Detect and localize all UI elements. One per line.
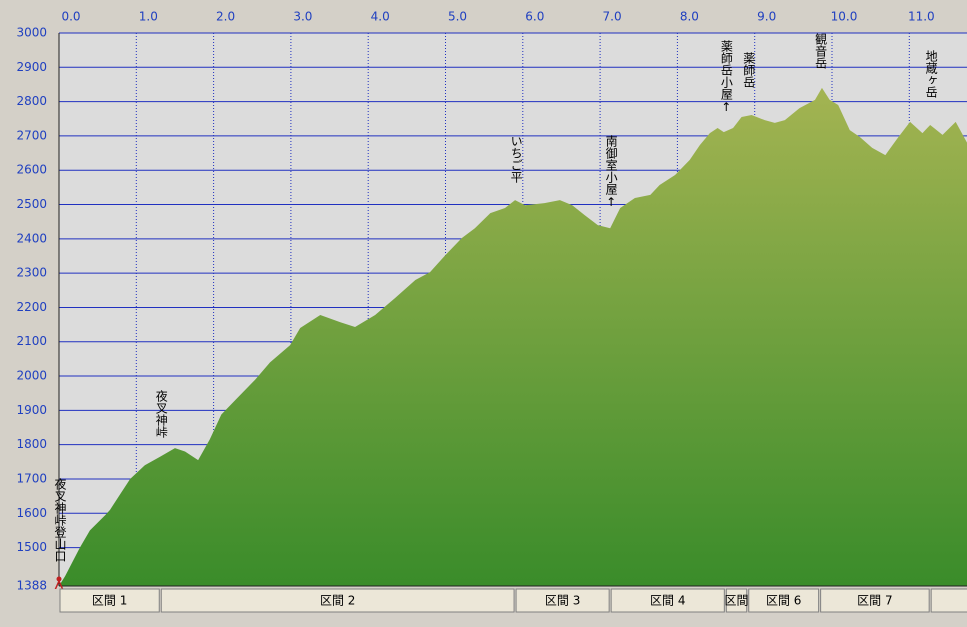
section-button[interactable]: [160, 588, 515, 613]
waypoint-label: いちご平: [509, 135, 524, 183]
x-tick-label: 2.0: [216, 10, 235, 24]
x-tick-label: 0.0: [61, 10, 80, 24]
y-tick-label: 2200: [16, 300, 47, 314]
section-button[interactable]: [748, 588, 820, 613]
y-tick-label: 2400: [16, 231, 47, 245]
waypoint-label: 薬師岳: [741, 52, 756, 88]
x-tick-label: 11.0: [908, 10, 935, 24]
x-tick-label: 7.0: [603, 10, 622, 24]
x-tick-label: 1.0: [139, 10, 158, 24]
waypoint-label: 夜叉神峠: [154, 390, 169, 438]
y-tick-label: 2100: [16, 334, 47, 348]
x-tick-label: 9.0: [757, 10, 776, 24]
section-button[interactable]: [725, 588, 748, 613]
y-tick-label: 3000: [16, 26, 47, 40]
y-tick-label: 1600: [16, 506, 47, 520]
y-tick-label: 2900: [16, 60, 47, 74]
section-label[interactable]: 区間 7: [857, 594, 892, 608]
section-label[interactable]: 区間: [725, 594, 749, 608]
y-tick-label: 2500: [16, 197, 47, 211]
y-tick-label: 1388: [16, 579, 47, 593]
section-label[interactable]: 区間 3: [545, 594, 580, 608]
section-label[interactable]: 区間 2: [320, 594, 355, 608]
y-tick-label: 2600: [16, 163, 47, 177]
y-tick-label: 2700: [16, 128, 47, 142]
waypoint-label: 地蔵ヶ岳: [924, 50, 939, 98]
y-tick-label: 2300: [16, 266, 47, 280]
section-label[interactable]: 区間 6: [766, 594, 801, 608]
waypoint-label: 観音岳: [813, 33, 828, 69]
y-tick-label: 1500: [16, 540, 47, 554]
waypoint-label: 南御室小屋↑: [604, 135, 619, 209]
x-tick-label: 10.0: [831, 10, 858, 24]
elevation-area: [59, 87, 967, 586]
x-tick-label: 6.0: [525, 10, 544, 24]
section-label[interactable]: 区間 1: [92, 594, 127, 608]
section-button[interactable]: [820, 588, 930, 613]
waypoint-label: 薬師岳小屋↑: [719, 40, 734, 114]
x-tick-label: 4.0: [371, 10, 390, 24]
section-button[interactable]: [515, 588, 610, 613]
y-tick-label: 2800: [16, 94, 47, 108]
section-button[interactable]: [59, 588, 160, 613]
x-tick-label: 8.0: [680, 10, 699, 24]
waypoint-label: 夜叉神峠登山口: [53, 478, 67, 562]
section-button[interactable]: [610, 588, 725, 613]
y-tick-label: 1700: [16, 471, 47, 485]
section-button: [930, 588, 967, 613]
x-tick-label: 3.0: [293, 10, 312, 24]
section-label[interactable]: 区間 4: [650, 594, 685, 608]
y-tick-label: 1800: [16, 437, 47, 451]
axis-strip: [0, 586, 967, 589]
x-tick-label: 5.0: [448, 10, 467, 24]
y-tick-label: 2000: [16, 369, 47, 383]
y-tick-label: 1900: [16, 403, 47, 417]
